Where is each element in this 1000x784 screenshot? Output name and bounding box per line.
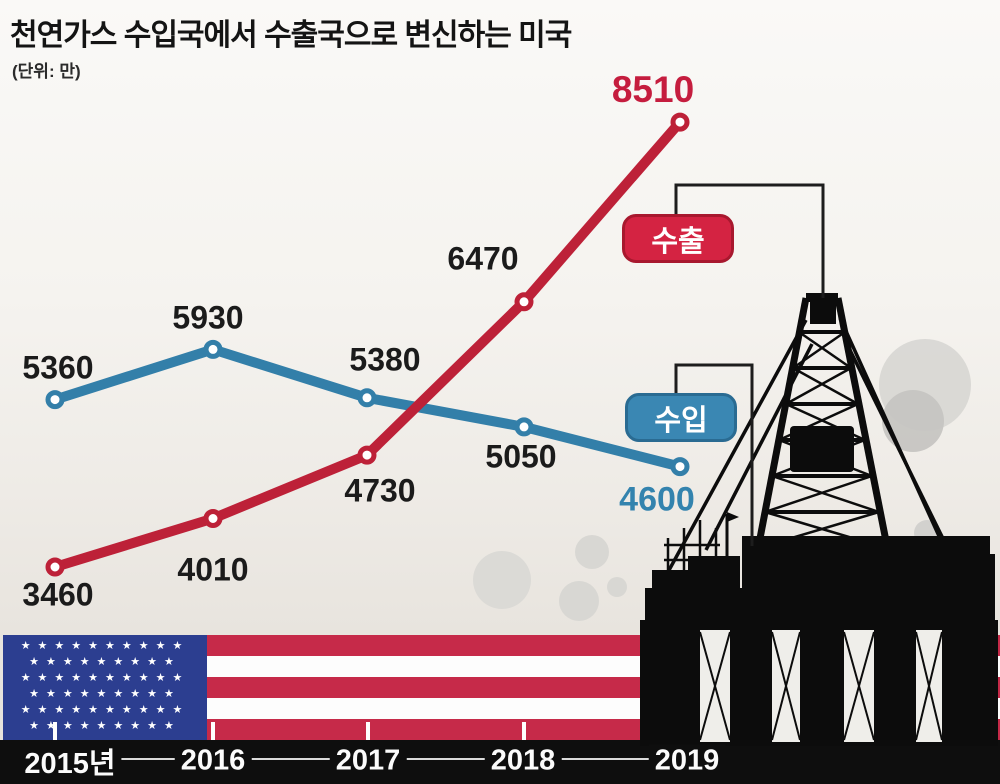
value-label-import-2017: 5380	[349, 341, 421, 378]
x-axis-label-2017: 2017	[329, 744, 407, 778]
x-axis-label-2018: 2018	[484, 744, 562, 778]
bubble	[473, 551, 531, 609]
us-flag: ★★★★★★★★★★ ★★★★★★★★★ ★★★★★★★★★★ ★★★★★★★★★ ★★…	[3, 635, 1000, 740]
export-series-badge: 수출	[622, 214, 734, 263]
x-axis-tick	[53, 722, 57, 740]
bubble	[607, 577, 627, 597]
value-label-import-2015: 5360	[22, 349, 94, 386]
data-point-export-2017	[357, 445, 377, 465]
data-point-import-2019	[670, 457, 690, 477]
value-label-import-2016: 5930	[172, 299, 244, 336]
value-label-export-2017: 4730	[344, 472, 416, 509]
export-badge-label: 수출	[651, 225, 705, 258]
bubble	[882, 390, 944, 452]
page-title: 천연가스 수입국에서 수출국으로 변신하는 미국	[10, 19, 572, 52]
data-point-export-2019	[670, 112, 690, 132]
data-point-import-2015년	[45, 390, 65, 410]
data-point-export-2016	[203, 509, 223, 528]
us-flag-stripes	[207, 635, 1000, 740]
bubble	[575, 535, 609, 569]
value-label-export-2019: 8510	[611, 69, 695, 110]
data-point-import-2017	[357, 388, 377, 408]
data-point-export-2015년	[45, 557, 65, 577]
data-point-import-2016	[203, 339, 223, 359]
value-label-import-2018: 5050	[485, 438, 557, 475]
value-label-export-2016: 4010	[177, 551, 249, 588]
us-flag-canton: ★★★★★★★★★★ ★★★★★★★★★ ★★★★★★★★★★ ★★★★★★★★★ ★★…	[3, 635, 207, 740]
x-axis-label-2016: 2016	[174, 744, 252, 778]
bubble	[559, 581, 599, 621]
unit-note: (단위: 만)	[12, 62, 81, 81]
import-series-badge: 수입	[625, 393, 737, 442]
value-label-import-2019: 4600	[619, 480, 695, 519]
bubble	[914, 520, 940, 546]
x-axis-tick	[366, 722, 370, 740]
x-axis-tick	[211, 722, 215, 740]
import-badge-label: 수입	[654, 404, 708, 437]
value-label-export-2015: 3460	[22, 576, 94, 613]
value-label-export-2018: 6470	[447, 240, 519, 277]
bubble	[879, 339, 971, 431]
x-axis-label-2019: 2019	[648, 744, 726, 778]
x-axis-label-2015: 2015년	[18, 740, 122, 782]
data-point-import-2018	[514, 417, 534, 437]
us-flag-stars: ★★★★★★★★★★ ★★★★★★★★★ ★★★★★★★★★★ ★★★★★★★★★ ★★…	[20, 640, 190, 732]
data-point-export-2018	[514, 292, 534, 312]
x-axis-tick	[522, 722, 526, 740]
